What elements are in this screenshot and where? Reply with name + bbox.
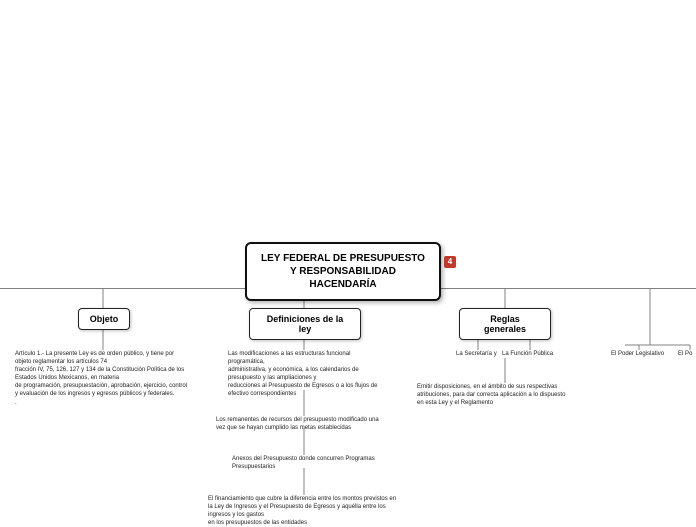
leaf-def4: El financiamiento que cubre la diferenci… bbox=[208, 495, 400, 527]
leaf-reglas2: La Función Pública bbox=[502, 350, 562, 358]
branch-reglas-label: Reglas generales bbox=[484, 314, 526, 334]
branch-reglas[interactable]: Reglas generales bbox=[459, 308, 551, 340]
root-node[interactable]: LEY FEDERAL DE PRESUPUESTO Y RESPONSABIL… bbox=[245, 242, 441, 301]
root-title: LEY FEDERAL DE PRESUPUESTO Y RESPONSABIL… bbox=[261, 253, 425, 290]
leaf-reglas1: La Secretaría y bbox=[456, 350, 506, 358]
leaf-def2: Los remanentes de recursos del presupues… bbox=[216, 416, 388, 432]
leaf-def1: Las modificaciones a las estructuras fun… bbox=[228, 350, 380, 399]
leaf-reglas3: Emitir disposiciones, en el ámbito de su… bbox=[417, 383, 569, 407]
root-badge[interactable]: 4 bbox=[444, 256, 456, 268]
branch-objeto-label: Objeto bbox=[90, 314, 119, 324]
branch-definiciones-label: Definiciones de la ley bbox=[267, 314, 344, 334]
leaf-reglas5: El Po bbox=[678, 350, 696, 358]
leaf-objeto-text: Artículo 1.- La presente Ley es de orden… bbox=[15, 350, 191, 407]
leaf-reglas4: El Poder Legislativo bbox=[611, 350, 671, 358]
branch-objeto[interactable]: Objeto bbox=[78, 308, 130, 330]
branch-definiciones[interactable]: Definiciones de la ley bbox=[249, 308, 361, 340]
leaf-def3: Anexos del Presupuesto donde concurren P… bbox=[232, 455, 382, 471]
